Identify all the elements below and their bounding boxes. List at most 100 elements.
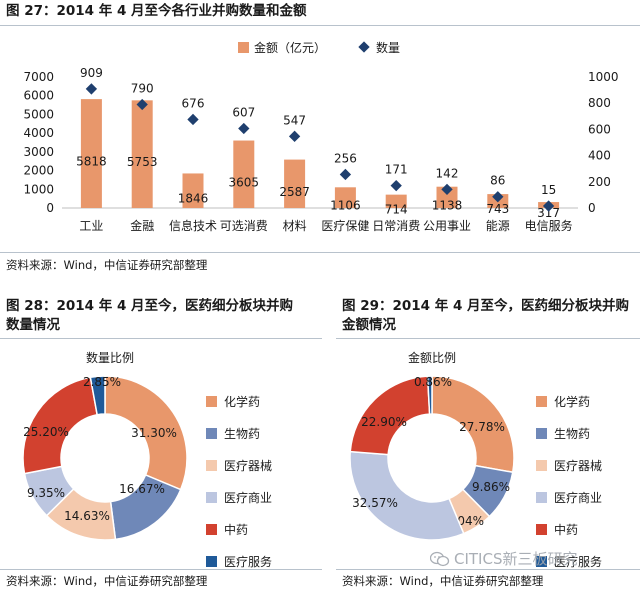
fig28-value-label-5: 2.85%	[83, 375, 121, 389]
fig29-legend-label-5: 医疗服务	[554, 554, 602, 568]
x-category-label-1: 金融	[130, 218, 154, 233]
fig28-donut-chart: 数量比例 31.30% 16.67% 14.63% 9.35% 25.20% 2.85% 化学…	[22, 350, 272, 568]
fig29-title: 图 29：2014 年 4 月至今，医药细分板块并购 金额情况	[342, 297, 638, 335]
fig27-title: 图 27：2014 年 4 月至今各行业并购数量和金额	[6, 3, 307, 19]
legend-label-amount: 金额（亿元）	[254, 40, 326, 55]
fig29-source: 资料来源：Wind，中信证券研究部整理	[342, 574, 544, 588]
fig28-top-rule	[0, 338, 322, 339]
bar-amount-7	[436, 186, 458, 208]
fig27-source: 资料来源：Wind，中信证券研究部整理	[6, 258, 208, 272]
marker-count-label-4: 547	[283, 113, 306, 127]
fig29-legend-label-0: 化学药	[554, 394, 590, 409]
y-left-tick-label: 4000	[23, 126, 54, 140]
fig28-legend-swatch-0	[206, 396, 217, 407]
bar-amount-1	[131, 100, 153, 208]
marker-count-label-5: 256	[334, 151, 357, 165]
fig29-legend-swatch-0	[536, 396, 547, 407]
x-category-label-9: 电信服务	[525, 218, 573, 233]
fig28-legend-swatch-5	[206, 556, 217, 567]
x-category-label-6: 日常消费	[372, 219, 420, 233]
bar-amount-label-9: 317	[537, 206, 560, 220]
legend-marker-count	[358, 41, 370, 53]
fig29-value-label-3: 32.57%	[352, 496, 398, 510]
fig29-bottom-rule	[336, 569, 640, 570]
marker-count-label-2: 676	[182, 96, 205, 110]
fig27-bottom-rule	[0, 252, 640, 253]
fig27-bar-marker-chart: 金额（亿元） 数量 0 1000 2000 3000 4000 5000 6000 7000 0 20…	[23, 40, 618, 233]
fig29-slice-0	[431, 375, 515, 474]
marker-count-label-7: 142	[436, 166, 459, 180]
fig29-value-label-5: 0.86%	[414, 375, 452, 389]
marker-count-9	[542, 200, 555, 212]
bar-amount-6	[385, 194, 407, 208]
marker-count-label-1: 790	[131, 82, 154, 96]
fig28-slice-4	[22, 376, 99, 475]
x-category-label-7: 公用事业	[423, 219, 471, 233]
bar-amount-5	[334, 187, 356, 208]
fig28-legend-label-4: 中药	[224, 522, 248, 537]
fig28-slice-0	[104, 375, 188, 491]
marker-count-3	[238, 122, 250, 135]
fig28-chart-title: 数量比例	[86, 350, 134, 365]
fig28-legend-label-0: 化学药	[224, 394, 260, 409]
marker-count-label-8: 86	[490, 174, 505, 188]
fig28-legend-swatch-1	[206, 428, 217, 439]
bar-amount-0	[80, 99, 102, 208]
y-left-tick-label: 6000	[23, 89, 54, 103]
y-right-tick-label: 400	[588, 149, 611, 163]
watermark: CITICS新三板研究	[430, 548, 577, 569]
fig29-title-line1: 图 29：2014 年 4 月至今，医药细分板块并购	[342, 298, 630, 314]
fig29-legend-swatch-4	[536, 524, 547, 535]
marker-count-2	[187, 113, 199, 126]
fig28-slice-5	[89, 375, 106, 416]
fig29-legend-label-2: 医疗器械	[554, 458, 602, 473]
bar-amount-label-4: 2587	[279, 185, 310, 199]
bar-amount-label-2: 1846	[178, 192, 209, 206]
bar-amount-label-1: 5753	[127, 155, 158, 169]
fig28-source: 资料来源：Wind，中信证券研究部整理	[6, 574, 208, 588]
fig29-slice-3	[349, 450, 465, 541]
fig28-legend-label-2: 医疗器械	[224, 458, 272, 473]
x-category-label-5: 医疗保健	[321, 219, 369, 233]
watermark-text: CITICS新三板研究	[454, 550, 578, 568]
x-category-label-3: 可选消费	[220, 219, 268, 233]
fig29-legend-swatch-3	[536, 492, 547, 503]
fig28-title-line2: 数量情况	[6, 317, 60, 333]
fig29-legend-label-3: 医疗商业	[554, 490, 602, 505]
marker-count-label-9: 15	[541, 183, 556, 197]
fig29-legend-label-1: 生物药	[554, 427, 590, 441]
fig28-legend-label-3: 医疗商业	[224, 490, 272, 505]
fig28-legend-swatch-3	[206, 492, 217, 503]
fig28-title-line1: 图 28：2014 年 4 月至今，医药细分板块并购	[6, 298, 294, 314]
bar-amount-label-6: 714	[385, 202, 408, 216]
marker-count-5	[339, 168, 352, 181]
y-left-tick-label: 1000	[23, 182, 54, 196]
marker-count-0	[85, 83, 98, 95]
y-left-tick-label: 0	[46, 201, 54, 215]
bar-amount-4	[284, 159, 306, 208]
fig29-title-line2: 金额情况	[342, 317, 396, 333]
fig28-value-label-1: 16.67%	[119, 482, 165, 496]
bar-amount-label-8: 743	[486, 202, 509, 216]
marker-count-4	[288, 130, 301, 142]
fig28-title: 图 28：2014 年 4 月至今，医药细分板块并购 数量情况	[6, 297, 324, 335]
fig27-top-rule	[0, 25, 640, 26]
fig29-slice-5	[426, 375, 433, 415]
fig29-legend-swatch-5	[536, 556, 547, 567]
marker-count-6	[390, 179, 402, 192]
marker-count-7	[441, 183, 453, 196]
bar-amount-label-0: 5818	[76, 155, 107, 169]
bar-amount-label-5: 1106	[330, 199, 361, 213]
marker-count-8	[492, 191, 504, 203]
x-category-label-2: 信息技术	[169, 218, 217, 233]
fig28-bottom-rule	[0, 569, 322, 570]
bar-amount-label-7: 1138	[432, 198, 463, 212]
y-right-tick-label: 600	[588, 122, 611, 136]
y-left-tick-label: 2000	[23, 164, 54, 178]
y-left-tick-label: 7000	[23, 70, 54, 84]
fig28-legend-swatch-4	[206, 524, 217, 535]
x-category-label-4: 材料	[283, 219, 307, 233]
fig28-value-label-3: 9.35%	[27, 486, 65, 500]
marker-count-label-3: 607	[232, 105, 255, 119]
fig29-chart-title: 金额比例	[408, 350, 456, 365]
